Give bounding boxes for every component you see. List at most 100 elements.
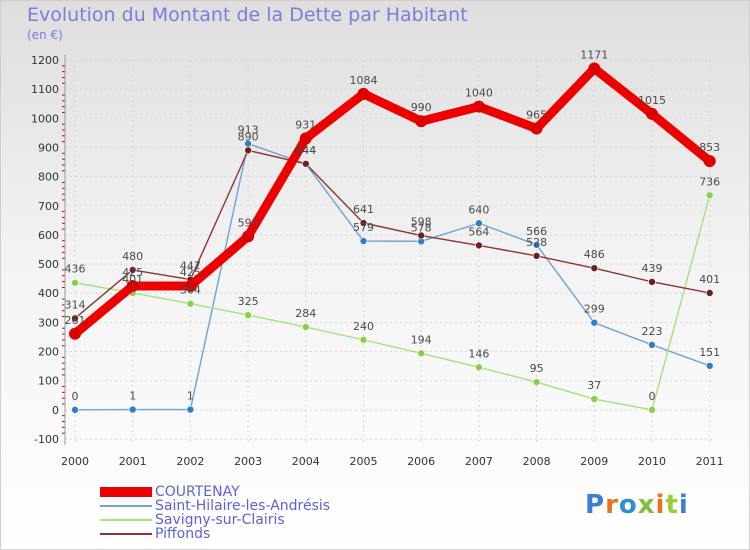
data-point-1-11: [705, 362, 714, 370]
data-point-3-1: [128, 266, 137, 274]
data-label-2-5: 240: [353, 320, 374, 333]
data-point-1-8: [532, 241, 541, 249]
data-label-0-6: 990: [411, 101, 432, 114]
data-point-2-5: [359, 336, 368, 344]
data-point-1-0: [71, 406, 79, 414]
data-label-2-9: 37: [587, 379, 601, 392]
x-tick-label: 2011: [696, 455, 724, 468]
data-label-1-4: 844: [295, 144, 316, 157]
y-tick-label: 700: [38, 200, 59, 213]
data-label-3-5: 641: [353, 203, 374, 216]
series-line-1: [74, 142, 711, 411]
data-point-0-10: [646, 107, 658, 120]
logo-letter: r: [605, 490, 619, 520]
data-point-1-10: [648, 341, 656, 349]
data-point-0-2: [184, 279, 197, 292]
chart-title: Evolution du Montant de la Dette par Hab…: [27, 4, 468, 26]
data-labels: 261 425 425 595 931 1084 990 1040 965 1171 1015 853…: [65, 48, 721, 402]
y-tick-label: -100: [34, 433, 59, 446]
legend-swatch: [100, 519, 152, 521]
series-lines: [69, 62, 716, 414]
y-tick-label: 200: [38, 346, 59, 359]
data-point-3-3: [244, 146, 252, 155]
legend-label: Piffonds: [155, 526, 211, 542]
data-point-3-8: [532, 252, 541, 260]
logo-letter: i: [655, 490, 666, 520]
data-label-3-2: 447: [180, 260, 201, 273]
data-label-3-3: 890: [238, 130, 259, 143]
data-point-1-2: [186, 405, 195, 414]
data-label-2-8: 95: [530, 362, 544, 375]
y-tick-label: 600: [38, 229, 59, 242]
x-tick-label: 2007: [465, 455, 493, 468]
data-point-0-5: [357, 87, 370, 100]
y-tick-label: 400: [38, 287, 59, 300]
gridlines: [65, 55, 714, 445]
data-label-3-10: 439: [642, 262, 663, 275]
data-label-2-0: 436: [65, 263, 86, 276]
data-point-3-5: [359, 219, 368, 227]
y-tick-label: 800: [38, 171, 59, 184]
data-point-0-1: [126, 279, 139, 292]
data-point-1-1: [128, 405, 137, 414]
data-point-0-6: [415, 115, 428, 128]
data-point-1-9: [590, 318, 599, 327]
data-label-0-7: 1040: [465, 87, 493, 100]
data-label-0-1: 425: [122, 266, 143, 279]
legend-label: Savigny-sur-Clairis: [155, 512, 285, 528]
logo-letter: i: [678, 490, 689, 520]
data-point-2-2: [186, 299, 195, 308]
logo-letter: x: [637, 490, 656, 520]
x-tick-label: 2002: [176, 455, 204, 468]
data-label-1-5: 579: [353, 221, 374, 234]
data-label-1-10: 223: [642, 325, 663, 338]
x-tick-label: 2005: [350, 455, 378, 468]
data-point-1-5: [359, 237, 368, 245]
data-point-3-0: [71, 314, 79, 323]
data-label-0-11: 853: [699, 141, 720, 154]
data-label-3-6: 598: [411, 216, 432, 229]
series-line-3: [74, 149, 711, 320]
data-point-3-7: [475, 241, 483, 250]
legend-swatch: [100, 505, 152, 507]
data-point-3-4: [301, 159, 310, 168]
legend-label: COURTENAY: [155, 484, 240, 500]
data-label-0-9: 1171: [580, 48, 608, 61]
y-tick-label: 300: [38, 316, 59, 329]
data-point-2-8: [532, 378, 541, 386]
proxiti-logo: Proxiti: [585, 490, 689, 520]
x-tick-label: 2009: [580, 455, 608, 468]
data-point-0-8: [530, 122, 543, 135]
y-tick-label: 1100: [31, 83, 59, 96]
x-tick-label: 2006: [407, 455, 435, 468]
logo-letter: o: [618, 490, 638, 520]
data-label-2-11: 736: [699, 175, 720, 188]
data-label-3-1: 480: [122, 250, 143, 263]
data-label-1-7: 640: [468, 203, 489, 216]
data-label-3-7: 564: [468, 225, 489, 238]
data-label-3-11: 401: [699, 273, 720, 286]
axes: -100010020030040050060070080090010001100…: [31, 54, 724, 468]
data-point-0-9: [588, 62, 601, 75]
data-point-3-11: [705, 289, 714, 297]
data-label-3-9: 486: [584, 248, 605, 261]
data-label-1-6: 578: [411, 221, 432, 234]
data-point-2-10: [648, 406, 656, 414]
data-label-2-6: 194: [411, 333, 432, 346]
data-label-2-1: 401: [122, 273, 143, 286]
x-tick-label: 2001: [119, 455, 147, 468]
y-tick-label: 1000: [31, 112, 59, 125]
data-label-3-8: 528: [526, 236, 547, 249]
legend-swatch: [100, 487, 152, 497]
data-label-0-10: 1015: [638, 94, 666, 107]
data-label-3-0: 314: [65, 298, 86, 311]
x-tick-label: 2000: [61, 455, 89, 468]
x-tick-label: 2008: [523, 455, 551, 468]
y-tick-label: 100: [38, 375, 59, 388]
data-point-2-6: [417, 349, 426, 358]
y-tick-label: 900: [38, 141, 59, 154]
data-label-1-2: 1: [187, 390, 194, 403]
data-label-1-8: 566: [526, 225, 547, 238]
data-label-2-7: 146: [468, 347, 489, 360]
